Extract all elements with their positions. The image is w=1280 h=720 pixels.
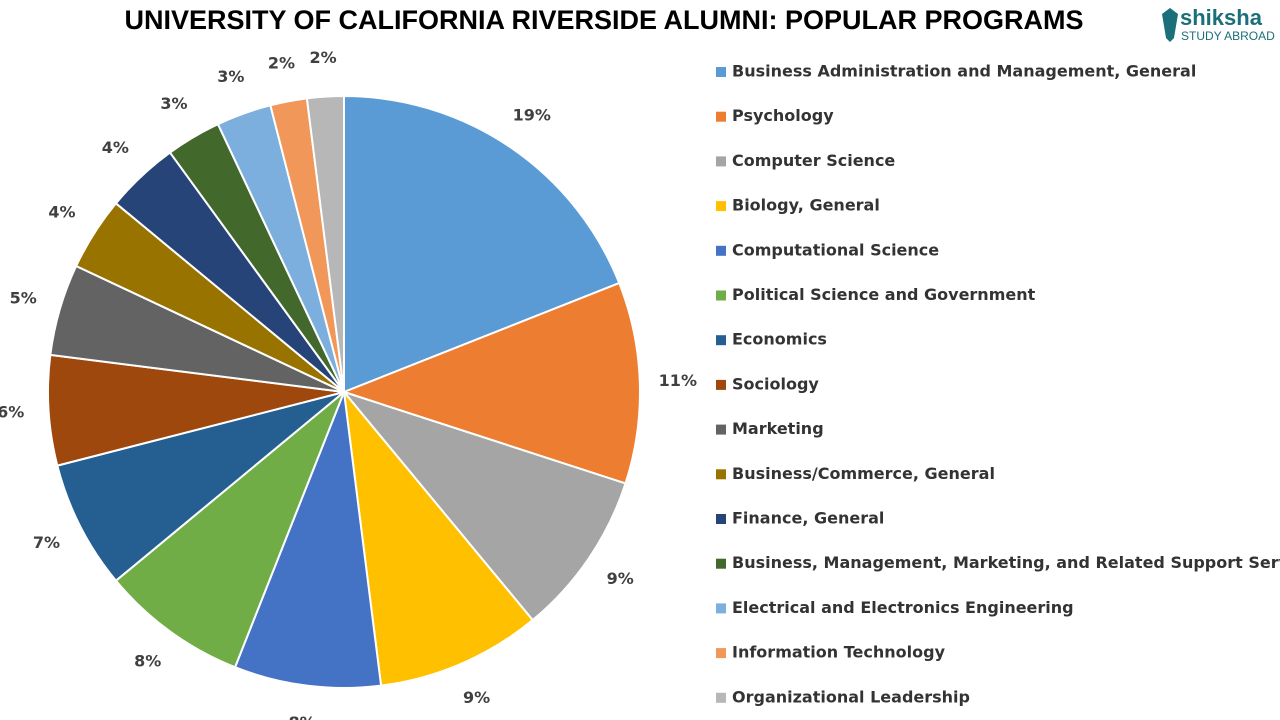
data-label: 2% — [309, 48, 336, 67]
legend-label: Psychology — [732, 106, 834, 125]
legend-label: Biology, General — [732, 196, 880, 215]
legend-swatch — [716, 67, 726, 77]
legend-swatch — [716, 558, 726, 569]
data-label: 19% — [513, 105, 551, 124]
legend-swatch — [716, 201, 726, 212]
legend-swatch — [716, 469, 726, 480]
pie-slice — [341, 281, 641, 485]
legend-label: Political Science and Government — [732, 285, 1036, 304]
legend-swatch — [716, 379, 726, 390]
legend-label: Business Administration and Management, … — [732, 62, 1196, 81]
logo-icon — [1162, 8, 1178, 42]
pie-slice — [305, 94, 345, 393]
data-label: 8% — [134, 652, 161, 671]
data-label: 7% — [33, 533, 60, 552]
legend-swatch — [716, 335, 726, 346]
legend-label: Sociology — [732, 374, 819, 393]
chart-title: UNIVERSITY OF CALIFORNIA RIVERSIDE ALUMN… — [124, 5, 1083, 35]
legend-label: Computational Science — [732, 240, 939, 259]
legend-swatch — [716, 514, 726, 524]
data-label: 9% — [607, 569, 634, 588]
data-label: 6% — [0, 402, 24, 421]
logo: shiksha STUDY ABROAD — [1162, 5, 1275, 43]
legend-label: Marketing — [732, 419, 824, 438]
legend-swatch — [716, 692, 726, 703]
data-label: 3% — [160, 94, 187, 113]
data-label: 4% — [102, 138, 129, 157]
pie-slice — [343, 94, 621, 394]
legend-swatch — [716, 424, 726, 435]
legend-swatch — [716, 111, 726, 122]
data-label: 2% — [268, 53, 295, 72]
data-label: 9% — [463, 688, 490, 707]
logo-name: shiksha — [1180, 5, 1263, 30]
legend-swatch — [716, 290, 726, 301]
data-label: 3% — [217, 67, 244, 86]
pie-slice — [342, 388, 535, 687]
legend-swatch — [716, 648, 726, 659]
legend-label: Business, Management, Marketing, and Rel… — [732, 553, 1280, 572]
pie-slice — [233, 391, 383, 689]
legend-label: Economics — [732, 330, 827, 349]
legend-label: Electrical and Electronics Engineering — [732, 598, 1074, 617]
data-label: 4% — [48, 203, 75, 222]
legend-label: Finance, General — [732, 509, 884, 528]
data-label: 8% — [289, 713, 316, 720]
logo-tagline: STUDY ABROAD — [1181, 29, 1275, 43]
legend-swatch — [716, 603, 726, 614]
pie-slice — [114, 391, 345, 669]
legend-label: Organizational Leadership — [732, 687, 970, 706]
data-label: 11% — [659, 371, 697, 390]
legend-swatch — [716, 245, 726, 256]
legend-swatch — [716, 156, 726, 167]
legend-label: Business/Commerce, General — [732, 464, 995, 483]
legend-label: Computer Science — [732, 151, 895, 170]
pie-slice — [56, 391, 345, 583]
pie-slice — [341, 389, 627, 622]
legend-label: Information Technology — [732, 643, 946, 662]
data-label: 5% — [10, 288, 37, 307]
